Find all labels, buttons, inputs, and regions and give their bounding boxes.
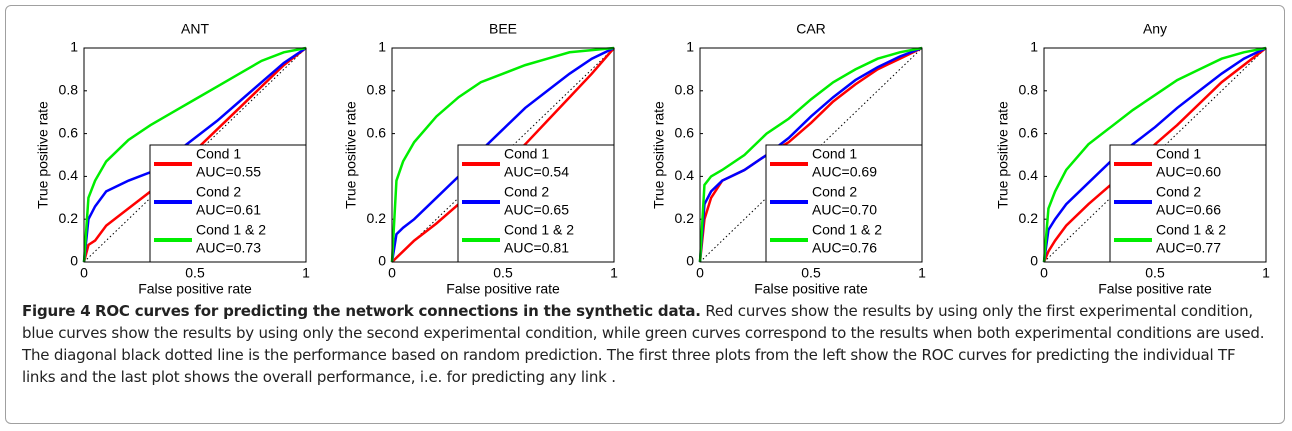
legend-label: Cond 1 [812,146,857,162]
y-tick-label: 0.6 [367,124,387,140]
y-axis-label: True positive rate [995,101,1011,209]
y-tick-label: 0.4 [59,167,79,183]
legend-note: AUC=0.55 [196,164,261,180]
x-tick-label: 0.5 [801,265,821,281]
legend-note: AUC=0.76 [812,240,877,256]
legend-label: Cond 1 [196,146,241,162]
y-tick-label: 0.2 [1019,210,1039,226]
legend-note: AUC=0.73 [196,240,261,256]
legend-label: Cond 1 & 2 [504,222,574,238]
legend-note: AUC=0.77 [1156,240,1221,256]
legend-note: AUC=0.54 [504,164,569,180]
legend-note: AUC=0.65 [504,202,569,218]
legend-label: Cond 1 & 2 [812,222,882,238]
y-tick-label: 1 [1030,39,1038,55]
y-tick-label: 0 [686,253,694,269]
y-tick-label: 0.4 [675,167,695,183]
y-axis-label: True positive rate [35,101,51,209]
random-diagonal [1043,47,1267,263]
x-axis-label: False positive rate [138,281,252,297]
caption-label: Figure 4 [22,302,91,320]
chart-title: ANT [181,21,209,37]
y-tick-label: 1 [378,39,386,55]
y-tick-label: 0.4 [1019,167,1039,183]
x-tick-label: 0.5 [1145,265,1165,281]
chart-title: CAR [796,21,826,37]
y-tick-label: 0.8 [59,82,79,98]
legend-note: AUC=0.81 [504,240,569,256]
random-diagonal [83,47,307,263]
y-tick-label: 1 [686,39,694,55]
roc-curve [698,46,923,263]
x-tick-label: 0 [388,265,396,281]
legend-note: AUC=0.70 [812,202,877,218]
roc-curve [698,46,923,263]
legend-label: Cond 2 [196,184,241,200]
x-axis-label: False positive rate [446,281,560,297]
caption-text: Red curves show the results by using onl… [22,302,1265,386]
roc-curve [698,46,923,263]
legend-note: AUC=0.61 [196,202,261,218]
x-tick-label: 0 [1040,265,1048,281]
y-tick-label: 0.6 [675,124,695,140]
legend-label: Cond 2 [504,184,549,200]
y-axis-label: True positive rate [343,101,359,209]
roc-curve [1042,46,1267,263]
y-tick-label: 0.8 [1019,82,1039,98]
y-tick-label: 0.8 [367,82,387,98]
y-tick-label: 0 [1030,253,1038,269]
random-diagonal [699,47,923,263]
x-tick-label: 1 [610,265,618,281]
legend-note: AUC=0.69 [812,164,877,180]
x-tick-label: 1 [918,265,926,281]
legend-note: AUC=0.60 [1156,164,1221,180]
x-tick-label: 0 [80,265,88,281]
roc-curve [82,46,307,263]
y-tick-label: 0.8 [675,82,695,98]
legend-label: Cond 2 [1156,184,1201,200]
roc-curve [390,46,615,263]
chart-title: BEE [489,21,517,37]
y-tick-label: 1 [70,39,78,55]
legend-label: Cond 2 [812,184,857,200]
y-tick-label: 0.6 [59,124,79,140]
x-axis-label: False positive rate [1098,281,1212,297]
caption-title: ROC curves for predicting the network co… [95,302,701,320]
y-axis-label: True positive rate [651,101,667,209]
x-axis-label: False positive rate [754,281,868,297]
legend-label: Cond 1 [1156,146,1201,162]
random-diagonal [391,47,615,263]
legend-note: AUC=0.66 [1156,202,1221,218]
y-tick-label: 0 [70,253,78,269]
figure-charts: ANT False positive rate True positive rate… [35,21,1270,297]
x-tick-label: 0.5 [493,265,513,281]
y-tick-label: 0.2 [59,210,79,226]
legend-label: Cond 1 & 2 [196,222,266,238]
y-tick-label: 0.6 [1019,124,1039,140]
legend-label: Cond 1 [504,146,549,162]
chart-title: Any [1143,21,1167,37]
x-tick-label: 1 [1262,265,1270,281]
roc-curve [1042,46,1267,263]
figure-frame [5,5,1285,424]
caption: Figure 4 ROC curves for predicting the n… [22,300,1272,388]
y-tick-label: 0 [378,253,386,269]
y-tick-label: 0.2 [675,210,695,226]
y-tick-label: 0.2 [367,210,387,226]
x-tick-label: 0.5 [185,265,205,281]
x-tick-label: 1 [302,265,310,281]
x-tick-label: 0 [696,265,704,281]
legend-label: Cond 1 & 2 [1156,222,1226,238]
